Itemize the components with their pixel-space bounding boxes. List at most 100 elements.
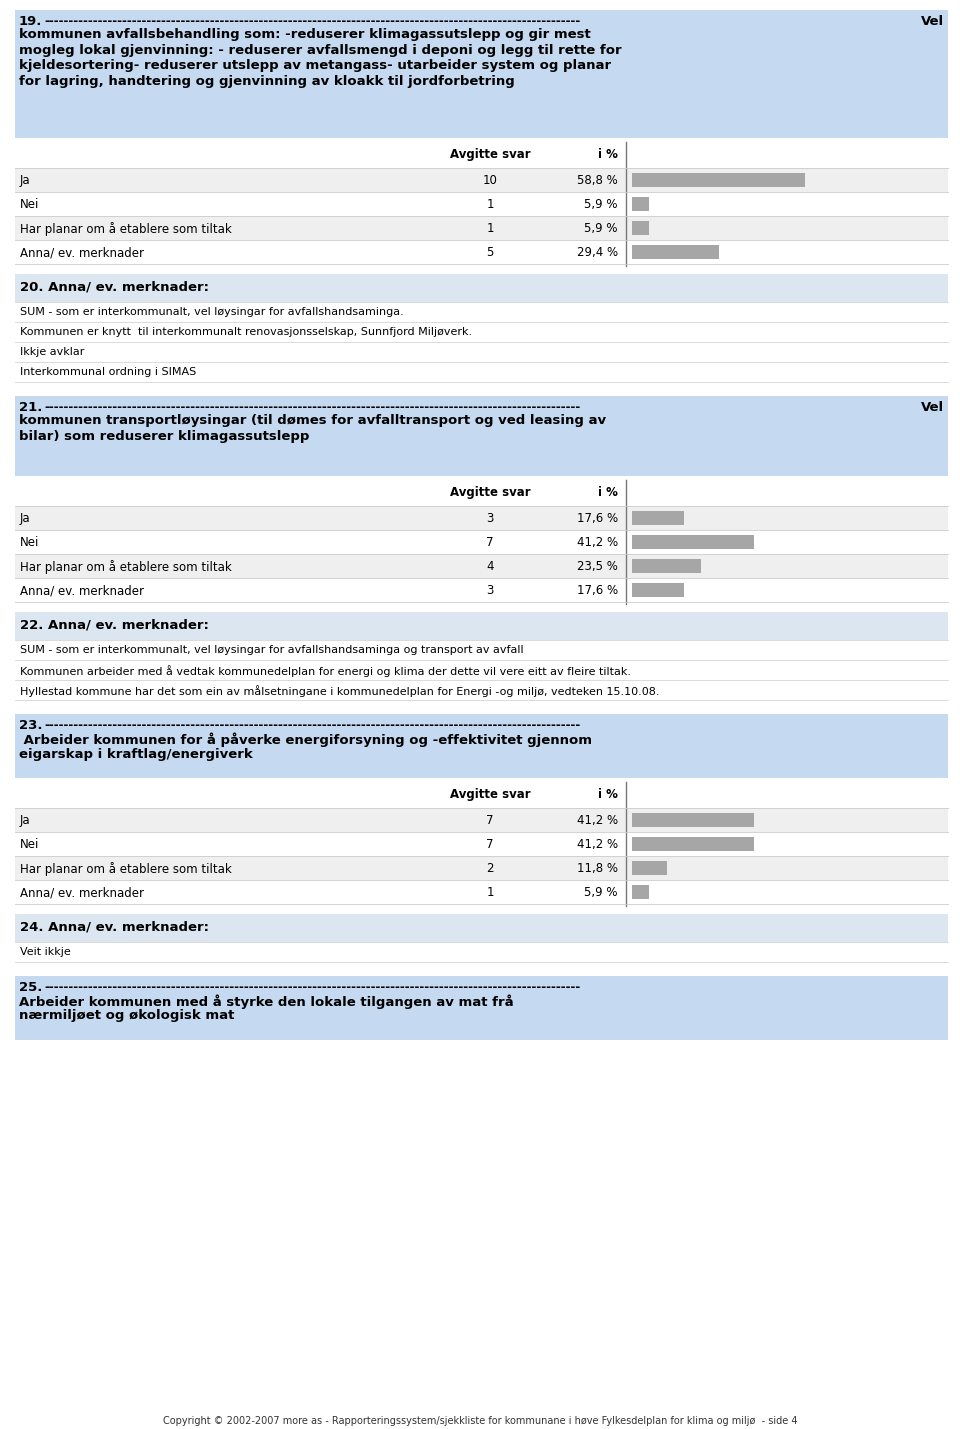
- Text: 41,2 %: 41,2 %: [577, 837, 618, 852]
- Text: Nei: Nei: [20, 536, 39, 549]
- Bar: [15, 216, 948, 240]
- Text: i %: i %: [598, 149, 618, 161]
- Text: Arbeider kommunen med å styrke den lokale tilgangen av mat frå: Arbeider kommunen med å styrke den lokal…: [19, 995, 514, 1009]
- Text: i %: i %: [598, 486, 618, 499]
- Bar: [15, 10, 948, 139]
- Bar: [632, 221, 649, 234]
- Text: 1: 1: [487, 221, 493, 234]
- Text: Arbeider kommunen for å påverke energiforsyning og -effektivitet gjennom: Arbeider kommunen for å påverke energifo…: [19, 732, 592, 746]
- Bar: [15, 612, 948, 640]
- Text: Kommunen er knytt  til interkommunalt renovasjonsselskap, Sunnfjord Miljøverk.: Kommunen er knytt til interkommunalt ren…: [20, 327, 472, 337]
- Bar: [15, 396, 948, 476]
- Text: i %: i %: [598, 787, 618, 802]
- Text: SUM - som er interkommunalt, vel løysingar for avfallshandsaminga og transport a: SUM - som er interkommunalt, vel løysing…: [20, 644, 523, 654]
- Text: --------------------------------------------------------------------------------: ----------------------------------------…: [44, 719, 580, 732]
- Text: 1: 1: [487, 886, 493, 899]
- Bar: [15, 141, 948, 169]
- Bar: [15, 322, 948, 342]
- Bar: [15, 191, 948, 216]
- Bar: [15, 832, 948, 856]
- Text: Hyllestad kommune har det som ein av målsetningane i kommunedelplan for Energi -: Hyllestad kommune har det som ein av mål…: [20, 684, 660, 697]
- Bar: [15, 530, 948, 554]
- Text: Avgitte svar: Avgitte svar: [449, 149, 530, 161]
- Text: 5,9 %: 5,9 %: [585, 886, 618, 899]
- Text: SUM - som er interkommunalt, vel løysingar for avfallshandsaminga.: SUM - som er interkommunalt, vel løysing…: [20, 307, 404, 317]
- Bar: [15, 480, 948, 506]
- Text: --------------------------------------------------------------------------------: ----------------------------------------…: [44, 402, 580, 414]
- Text: 23.: 23.: [19, 719, 42, 732]
- Text: 22. Anna/ ev. merknader:: 22. Anna/ ev. merknader:: [20, 617, 209, 632]
- Text: Ikkje avklar: Ikkje avklar: [20, 347, 84, 357]
- Bar: [15, 240, 948, 264]
- Text: Nei: Nei: [20, 837, 39, 852]
- Bar: [632, 559, 702, 573]
- Text: mogleg lokal gjenvinning: - reduserer avfallsmengd i deponi og legg til rette fo: mogleg lokal gjenvinning: - reduserer av…: [19, 43, 622, 57]
- Text: 4: 4: [487, 560, 493, 573]
- Text: Har planar om å etablere som tiltak: Har planar om å etablere som tiltak: [20, 560, 231, 574]
- Text: 11,8 %: 11,8 %: [577, 862, 618, 875]
- Bar: [632, 197, 649, 211]
- Text: 1: 1: [487, 199, 493, 211]
- Text: 17,6 %: 17,6 %: [577, 584, 618, 597]
- Text: 24. Anna/ ev. merknader:: 24. Anna/ ev. merknader:: [20, 920, 209, 933]
- Text: Avgitte svar: Avgitte svar: [449, 486, 530, 499]
- Bar: [15, 680, 948, 700]
- Bar: [632, 173, 805, 187]
- Text: 41,2 %: 41,2 %: [577, 815, 618, 827]
- Text: Vel: Vel: [921, 14, 944, 29]
- Text: 58,8 %: 58,8 %: [577, 174, 618, 187]
- Text: 7: 7: [487, 837, 493, 852]
- Bar: [15, 640, 948, 660]
- Text: Anna/ ev. merknader: Anna/ ev. merknader: [20, 246, 144, 259]
- Bar: [15, 976, 948, 1040]
- Text: 5,9 %: 5,9 %: [585, 199, 618, 211]
- Text: Vel: Vel: [921, 402, 944, 414]
- Bar: [15, 169, 948, 191]
- Text: 3: 3: [487, 512, 493, 524]
- Text: kommunen transportløysingar (til dømes for avfalltransport og ved leasing av: kommunen transportløysingar (til dømes f…: [19, 414, 606, 427]
- Bar: [15, 342, 948, 362]
- Bar: [15, 714, 948, 777]
- Text: bilar) som reduserer klimagassutslepp: bilar) som reduserer klimagassutslepp: [19, 430, 309, 443]
- Text: Anna/ ev. merknader: Anna/ ev. merknader: [20, 886, 144, 899]
- Text: 19.: 19.: [19, 14, 42, 29]
- Text: 20. Anna/ ev. merknader:: 20. Anna/ ev. merknader:: [20, 280, 209, 293]
- Text: eigarskap i kraftlag/energiverk: eigarskap i kraftlag/energiverk: [19, 747, 252, 760]
- Text: Nei: Nei: [20, 199, 39, 211]
- Bar: [15, 782, 948, 807]
- Text: Ja: Ja: [20, 512, 31, 524]
- Text: --------------------------------------------------------------------------------: ----------------------------------------…: [44, 14, 580, 29]
- Text: Kommunen arbeider med å vedtak kommunedelplan for energi og klima der dette vil : Kommunen arbeider med å vedtak kommunede…: [20, 664, 631, 677]
- Bar: [15, 506, 948, 530]
- Text: Har planar om å etablere som tiltak: Har planar om å etablere som tiltak: [20, 862, 231, 876]
- Text: 5: 5: [487, 246, 493, 259]
- Bar: [632, 583, 684, 597]
- Bar: [15, 807, 948, 832]
- Text: 23,5 %: 23,5 %: [577, 560, 618, 573]
- Bar: [632, 813, 754, 827]
- Bar: [15, 274, 948, 302]
- Text: 29,4 %: 29,4 %: [577, 246, 618, 259]
- Text: 5,9 %: 5,9 %: [585, 221, 618, 234]
- Text: 7: 7: [487, 536, 493, 549]
- Bar: [15, 362, 948, 382]
- Bar: [15, 554, 948, 577]
- Text: Avgitte svar: Avgitte svar: [449, 787, 530, 802]
- Text: Anna/ ev. merknader: Anna/ ev. merknader: [20, 584, 144, 597]
- Text: 21.: 21.: [19, 402, 42, 414]
- Bar: [632, 512, 684, 524]
- Bar: [15, 942, 948, 962]
- Text: 41,2 %: 41,2 %: [577, 536, 618, 549]
- Text: Interkommunal ordning i SIMAS: Interkommunal ordning i SIMAS: [20, 367, 196, 377]
- Bar: [15, 915, 948, 942]
- Text: Ja: Ja: [20, 815, 31, 827]
- Text: 25.: 25.: [19, 980, 42, 995]
- Bar: [15, 577, 948, 602]
- Text: 17,6 %: 17,6 %: [577, 512, 618, 524]
- Text: nærmiljøet og økologisk mat: nærmiljøet og økologisk mat: [19, 1009, 234, 1023]
- Text: kommunen avfallsbehandling som: -reduserer klimagassutslepp og gir mest: kommunen avfallsbehandling som: -reduser…: [19, 29, 590, 41]
- Text: Veit ikkje: Veit ikkje: [20, 947, 71, 957]
- Text: 2: 2: [487, 862, 493, 875]
- Text: --------------------------------------------------------------------------------: ----------------------------------------…: [44, 980, 580, 995]
- Text: 10: 10: [483, 174, 497, 187]
